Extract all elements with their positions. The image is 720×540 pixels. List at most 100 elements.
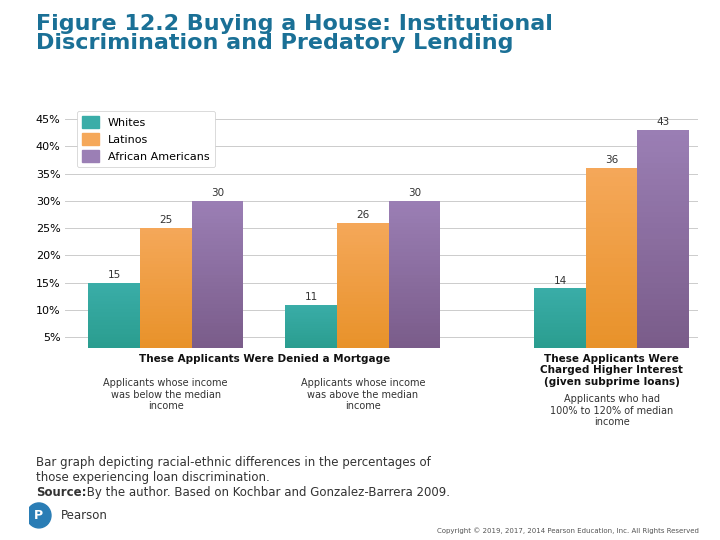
Bar	[337, 270, 389, 273]
Bar	[89, 312, 140, 314]
Bar	[389, 264, 440, 267]
Bar	[192, 201, 243, 205]
Bar	[586, 181, 637, 186]
Bar	[89, 296, 140, 298]
Bar	[637, 228, 689, 234]
Bar	[89, 306, 140, 307]
Bar	[192, 234, 243, 238]
Bar	[285, 321, 337, 322]
Bar	[337, 301, 389, 305]
Bar	[637, 239, 689, 245]
Bar	[89, 291, 140, 293]
Bar	[586, 195, 637, 200]
Bar	[140, 255, 192, 258]
Bar	[534, 317, 586, 318]
Bar	[586, 213, 637, 218]
Bar	[285, 329, 337, 330]
Bar	[89, 285, 140, 286]
Bar	[140, 258, 192, 261]
Bar	[337, 336, 389, 339]
Bar	[389, 215, 440, 219]
Bar	[389, 322, 440, 326]
Bar	[192, 278, 243, 282]
Bar	[389, 271, 440, 274]
Bar	[192, 260, 243, 264]
Bar	[534, 314, 586, 315]
Bar	[586, 245, 637, 249]
Bar	[140, 321, 192, 325]
Bar	[89, 327, 140, 329]
Bar	[534, 329, 586, 330]
Bar	[637, 217, 689, 222]
Bar	[285, 332, 337, 333]
Bar	[637, 185, 689, 190]
Bar	[389, 326, 440, 330]
Bar	[534, 293, 586, 294]
Bar	[337, 314, 389, 317]
Bar	[140, 237, 192, 240]
Bar	[586, 303, 637, 308]
Bar	[389, 267, 440, 271]
Bar	[89, 322, 140, 324]
Bar	[637, 201, 689, 206]
Bar	[637, 288, 689, 294]
Bar	[285, 334, 337, 335]
Bar	[586, 339, 637, 344]
Bar	[637, 278, 689, 283]
Bar	[89, 315, 140, 317]
Bar	[140, 312, 192, 315]
Bar	[192, 293, 243, 296]
Bar	[337, 345, 389, 348]
Bar	[534, 345, 586, 347]
Bar	[89, 334, 140, 335]
Bar	[337, 241, 389, 245]
Bar	[192, 326, 243, 330]
Bar	[637, 168, 689, 173]
Bar	[192, 308, 243, 312]
Bar	[389, 312, 440, 315]
Bar	[337, 305, 389, 307]
Bar	[140, 282, 192, 285]
Bar	[337, 307, 389, 310]
Legend: Whites, Latinos, African Americans: Whites, Latinos, African Americans	[77, 111, 215, 167]
Bar	[586, 308, 637, 312]
Bar	[337, 267, 389, 270]
Bar	[534, 342, 586, 344]
Bar	[534, 312, 586, 314]
Bar	[389, 282, 440, 286]
Bar	[89, 347, 140, 348]
Bar	[586, 254, 637, 258]
Bar	[534, 294, 586, 296]
Bar	[637, 130, 689, 136]
Bar	[285, 344, 337, 345]
Bar	[389, 315, 440, 319]
Bar	[389, 249, 440, 253]
Bar	[586, 335, 637, 339]
Bar	[140, 279, 192, 282]
Bar	[586, 177, 637, 181]
Bar	[586, 227, 637, 231]
Text: P: P	[35, 509, 43, 522]
Bar	[534, 297, 586, 299]
Bar	[89, 293, 140, 294]
Bar	[140, 297, 192, 300]
Bar	[534, 305, 586, 306]
Text: 26: 26	[356, 210, 369, 220]
Bar	[285, 341, 337, 342]
Bar	[389, 256, 440, 260]
Text: 14: 14	[554, 275, 567, 286]
Bar	[389, 304, 440, 308]
Bar	[89, 302, 140, 304]
Bar	[140, 249, 192, 252]
Bar	[140, 345, 192, 348]
Bar	[337, 239, 389, 241]
Bar	[285, 312, 337, 313]
Bar	[192, 274, 243, 278]
Bar	[192, 205, 243, 208]
Bar	[337, 251, 389, 254]
Bar	[389, 241, 440, 245]
Bar	[89, 330, 140, 332]
Bar	[389, 345, 440, 348]
Bar	[140, 276, 192, 279]
Bar	[534, 338, 586, 339]
